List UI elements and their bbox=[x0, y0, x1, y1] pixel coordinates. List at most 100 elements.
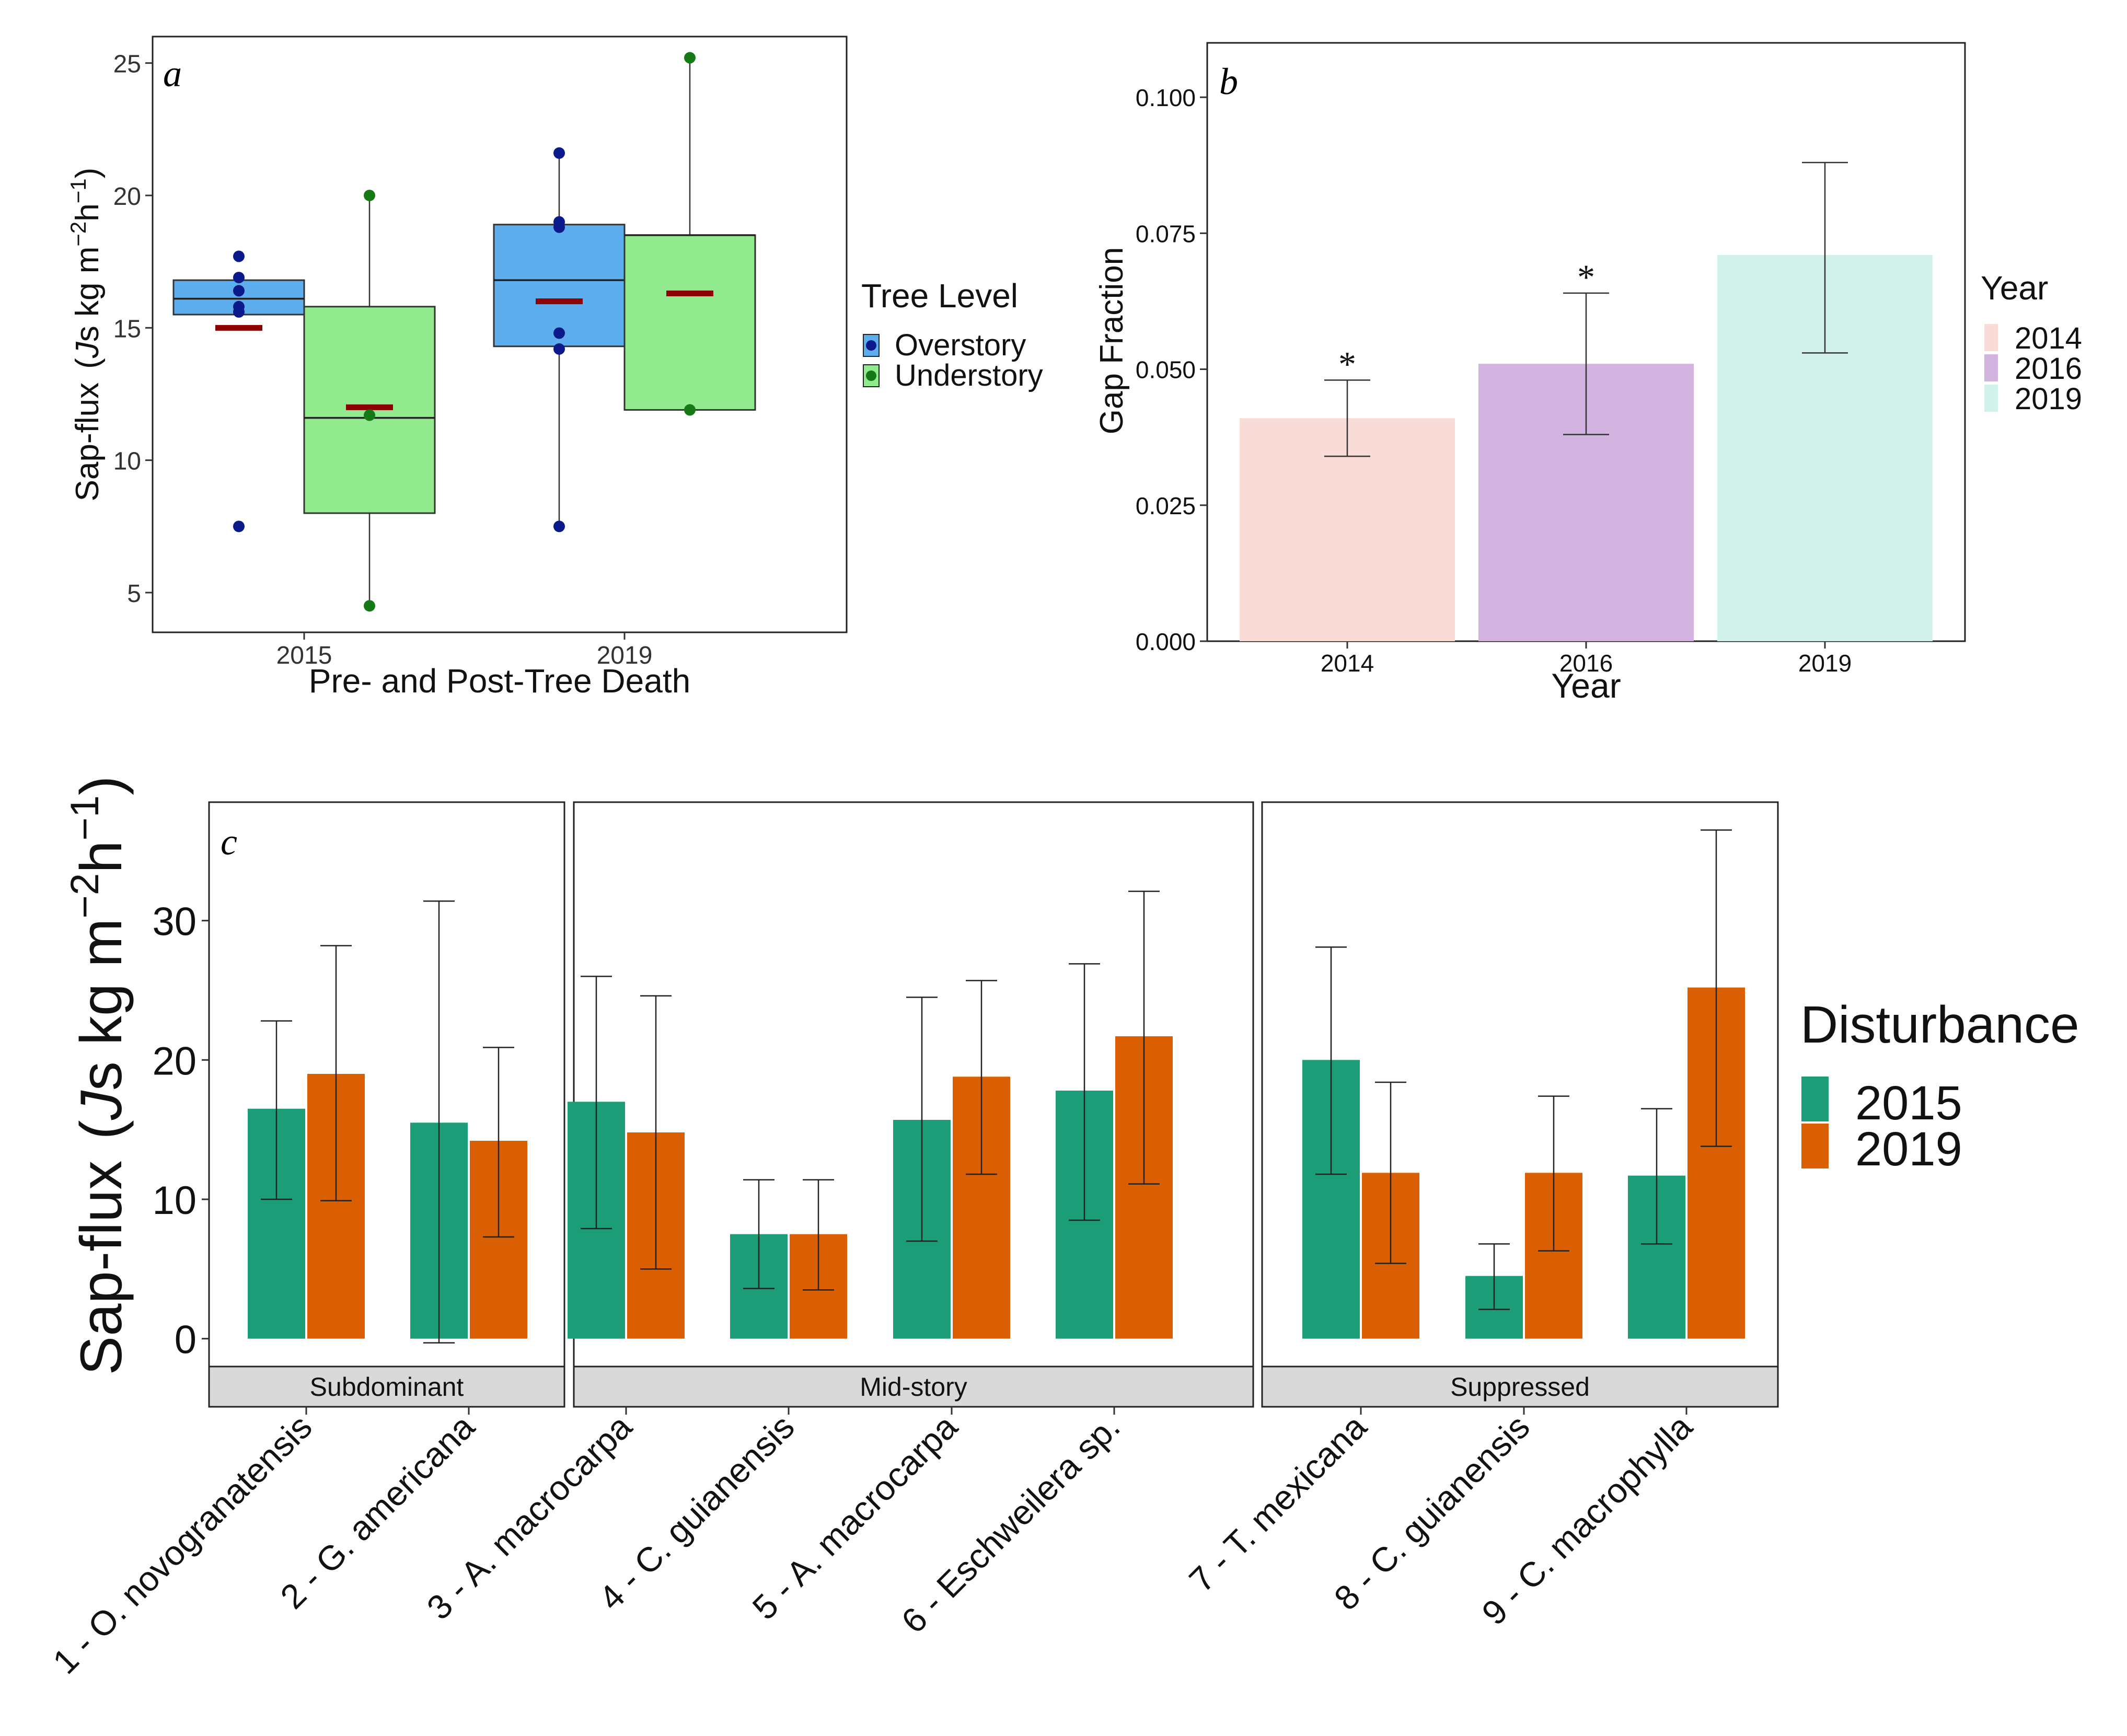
panel-c-legend: Disturbance 2015 2019 bbox=[1800, 996, 2079, 1176]
a-data-point-0 bbox=[233, 250, 245, 262]
legend-2015-swatch bbox=[1801, 1077, 1829, 1121]
a-x-tick-label-0: 2015 bbox=[276, 642, 332, 669]
panel-a-boxplot: 5 10 15 20 25 2015 2019 a Pre- and Post-Tree … bbox=[66, 36, 1043, 700]
panel-c-legend-title: Disturbance bbox=[1800, 996, 2079, 1054]
a-data-point-3 bbox=[553, 327, 565, 339]
c-bar-2-2019 bbox=[470, 1047, 527, 1339]
svg-text:Sap-flux(Js kg m−2h−1): Sap-flux(Js kg m−2h−1) bbox=[66, 168, 106, 502]
legend-2019-swatch bbox=[1984, 385, 1998, 412]
panel-b-legend: Year 2014 2016 2019 bbox=[1981, 269, 2082, 416]
c-y-tick-label-2: 20 bbox=[152, 1039, 196, 1083]
b-y-tick-label-1: 0.025 bbox=[1136, 492, 1196, 519]
c-bar-5-2019 bbox=[953, 980, 1010, 1339]
c-bar-7-2019 bbox=[1362, 1081, 1419, 1339]
c-x-tick-label-6: 7 - T. mexicana bbox=[1182, 1407, 1374, 1599]
c-facet-strip bbox=[573, 1365, 1254, 1408]
a-y-tick-label-3: 20 bbox=[113, 183, 141, 211]
panel-c-faceted-bar-chart: Subdominant Mid-story Suppressed 0 10 20 30 1… bbox=[45, 776, 2079, 1681]
b-bar-group-2014: * bbox=[1240, 344, 1455, 641]
a-data-point-1 bbox=[364, 409, 375, 421]
b-y-tick-label-3: 0.075 bbox=[1136, 220, 1196, 247]
b-y-tick-label-0: 0.000 bbox=[1136, 628, 1196, 655]
panel-a-y-ticks: 5 10 15 20 25 bbox=[113, 51, 153, 608]
c-facet-strip bbox=[1261, 1365, 1779, 1408]
panel-b-x-axis-title: Year bbox=[1551, 666, 1621, 705]
c-bar-3-2019 bbox=[627, 995, 685, 1339]
legend-understory-label: Understory bbox=[895, 358, 1043, 392]
panel-a-x-axis-title: Pre- and Post-Tree Death bbox=[309, 662, 690, 700]
c-bar-7-2015 bbox=[1302, 946, 1360, 1339]
panel-b-bars: ** bbox=[1240, 161, 1933, 641]
c-bar-8-2015 bbox=[1465, 1243, 1523, 1339]
c-bar-3-2015 bbox=[568, 976, 625, 1339]
b-bar-group-2019 bbox=[1717, 161, 1933, 641]
b-significance-star: * bbox=[1577, 257, 1595, 297]
c-bar-6-2015 bbox=[1056, 963, 1113, 1339]
legend-2014-label: 2014 bbox=[2015, 321, 2082, 355]
c-bar-6-2019 bbox=[1115, 890, 1173, 1339]
b-x-tick-label-1: 2016 bbox=[1559, 650, 1613, 677]
c-x-tick-label-0: 1 - O. novogranatensis bbox=[45, 1407, 319, 1681]
a-data-point-2 bbox=[233, 285, 245, 297]
legend-2019-label-c: 2019 bbox=[1855, 1122, 1962, 1176]
a-data-point-4 bbox=[233, 300, 245, 313]
panel-a-label: a bbox=[163, 53, 182, 95]
legend-understory-point bbox=[866, 371, 876, 381]
a-box-2019-understory bbox=[623, 52, 756, 416]
panel-a-boxes bbox=[172, 52, 756, 612]
a-box-2015-overstory bbox=[172, 250, 305, 533]
a-data-point-0 bbox=[684, 52, 696, 64]
legend-overstory-point bbox=[866, 340, 876, 351]
b-significance-star: * bbox=[1338, 344, 1356, 384]
legend-overstory-label: Overstory bbox=[895, 328, 1026, 362]
panel-c-label: c bbox=[221, 821, 237, 863]
a-x-tick-label-1: 2019 bbox=[597, 642, 653, 669]
panel-a-y-axis-title: Sap-flux(Js kg m−2h−1) bbox=[66, 168, 106, 502]
a-data-point-4 bbox=[553, 343, 565, 355]
c-y-tick-label-0: 0 bbox=[175, 1318, 196, 1362]
a-box-2019-overstory bbox=[493, 147, 626, 533]
a-data-point-0 bbox=[364, 190, 375, 201]
c-bar-5-2015 bbox=[893, 997, 951, 1339]
a-y-tick-label-0: 5 bbox=[127, 580, 141, 608]
panel-b-y-axis-title: Gap Fraction bbox=[1094, 247, 1130, 434]
panel-a-legend-title: Tree Level bbox=[861, 277, 1018, 315]
a-box-rect bbox=[493, 224, 626, 348]
c-facet-strip-label: Suppressed bbox=[1450, 1372, 1590, 1402]
a-y-tick-label-2: 15 bbox=[113, 315, 141, 343]
panel-a-x-ticks: 2015 2019 bbox=[276, 632, 653, 669]
c-bar-4-2015 bbox=[730, 1179, 788, 1339]
a-data-point-2 bbox=[364, 600, 375, 612]
b-y-tick-label-4: 0.100 bbox=[1136, 84, 1196, 111]
legend-2019-swatch-c bbox=[1801, 1124, 1829, 1168]
a-box-rect bbox=[623, 234, 756, 411]
b-x-tick-label-0: 2014 bbox=[1321, 650, 1374, 677]
c-bar-1-2019 bbox=[307, 945, 365, 1339]
panel-a-legend: Tree Level Overstory Understory bbox=[861, 277, 1043, 392]
a-data-point-2 bbox=[553, 221, 565, 233]
c-bar-9-2015 bbox=[1628, 1108, 1685, 1339]
c-facet-strip bbox=[208, 1365, 565, 1408]
a-y-tick-label-4: 25 bbox=[113, 51, 141, 78]
panel-b-y-ticks: 0.000 0.025 0.050 0.075 0.100 bbox=[1136, 84, 1207, 655]
panel-b-x-ticks: 2014 2016 2019 bbox=[1321, 641, 1852, 677]
legend-2015-label: 2015 bbox=[1855, 1077, 1962, 1130]
a-box-2015-understory bbox=[303, 190, 436, 612]
legend-2016-label: 2016 bbox=[2015, 352, 2082, 386]
b-y-tick-label-2: 0.050 bbox=[1136, 356, 1196, 384]
c-bar-4-2019 bbox=[790, 1179, 847, 1339]
a-y-tick-label-1: 10 bbox=[113, 448, 141, 476]
a-data-point-5 bbox=[233, 520, 245, 533]
a-data-point-1 bbox=[684, 404, 696, 416]
c-bar-9-2019 bbox=[1687, 829, 1745, 1339]
c-bar-1-2015 bbox=[248, 1020, 305, 1339]
panel-c-y-axis-title: Sap-flux(Js kg m−2h−1) bbox=[63, 776, 134, 1375]
legend-2019-label: 2019 bbox=[2015, 382, 2082, 416]
c-facet-strip-label: Subdominant bbox=[310, 1372, 464, 1402]
c-bar-8-2019 bbox=[1525, 1095, 1582, 1339]
panel-b-legend-title: Year bbox=[1981, 269, 2048, 307]
svg-text:Sap-flux(Js kg m−2h−1): Sap-flux(Js kg m−2h−1) bbox=[63, 776, 134, 1375]
